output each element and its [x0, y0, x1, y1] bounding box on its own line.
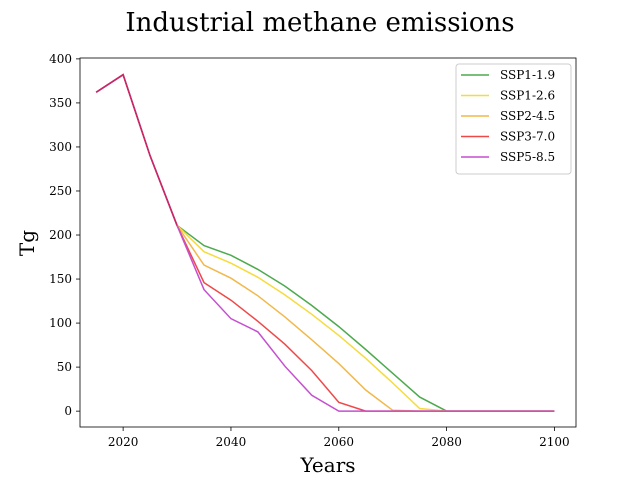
x-tick-label: 2040 [216, 435, 247, 449]
legend-label: SSP5-8.5 [500, 150, 555, 164]
legend-label: SSP1-2.6 [500, 89, 555, 103]
x-tick-label: 2060 [324, 435, 355, 449]
legend-item: SSP1-2.6 [461, 89, 555, 103]
legend-item: SSP2-4.5 [461, 109, 555, 123]
x-tick-label: 2100 [539, 435, 570, 449]
y-tick-label: 350 [49, 96, 72, 110]
plot-frame [79, 57, 577, 428]
x-tick-label: 2080 [431, 435, 462, 449]
legend-label: SSP3-7.0 [500, 130, 555, 144]
y-tick-label: 250 [49, 184, 72, 198]
legend: SSP1-1.9 SSP1-2.6 SSP2-4.5 SSP3-7.0 SSP5-8.5 [455, 63, 572, 175]
y-tick-label: 150 [49, 272, 72, 286]
legend-item: SSP3-7.0 [461, 130, 555, 144]
y-tick-label: 300 [49, 140, 72, 154]
y-axis-label: Tg [15, 230, 39, 256]
y-tick-label: 200 [49, 228, 72, 242]
y-tick-label: 100 [49, 316, 72, 330]
legend-item: SSP1-1.9 [461, 68, 555, 82]
legend-box [455, 63, 572, 175]
series-line-historical-overlap [95, 73, 178, 226]
legend-item: SSP5-8.5 [461, 150, 555, 164]
y-tick-label: 0 [64, 404, 72, 418]
x-axis-label: Years [299, 453, 355, 477]
legend-label: SSP1-1.9 [500, 68, 555, 82]
y-tick-label: 400 [49, 52, 72, 66]
x-tick-label: 2020 [108, 435, 139, 449]
plot-area: 2020 2040 2060 2080 2100 0 50 100 150 200 250 300 35… [49, 52, 577, 449]
legend-label: SSP2-4.5 [500, 109, 555, 123]
y-tick-label: 50 [57, 360, 72, 374]
chart-title: Industrial methane emissions [125, 8, 514, 38]
